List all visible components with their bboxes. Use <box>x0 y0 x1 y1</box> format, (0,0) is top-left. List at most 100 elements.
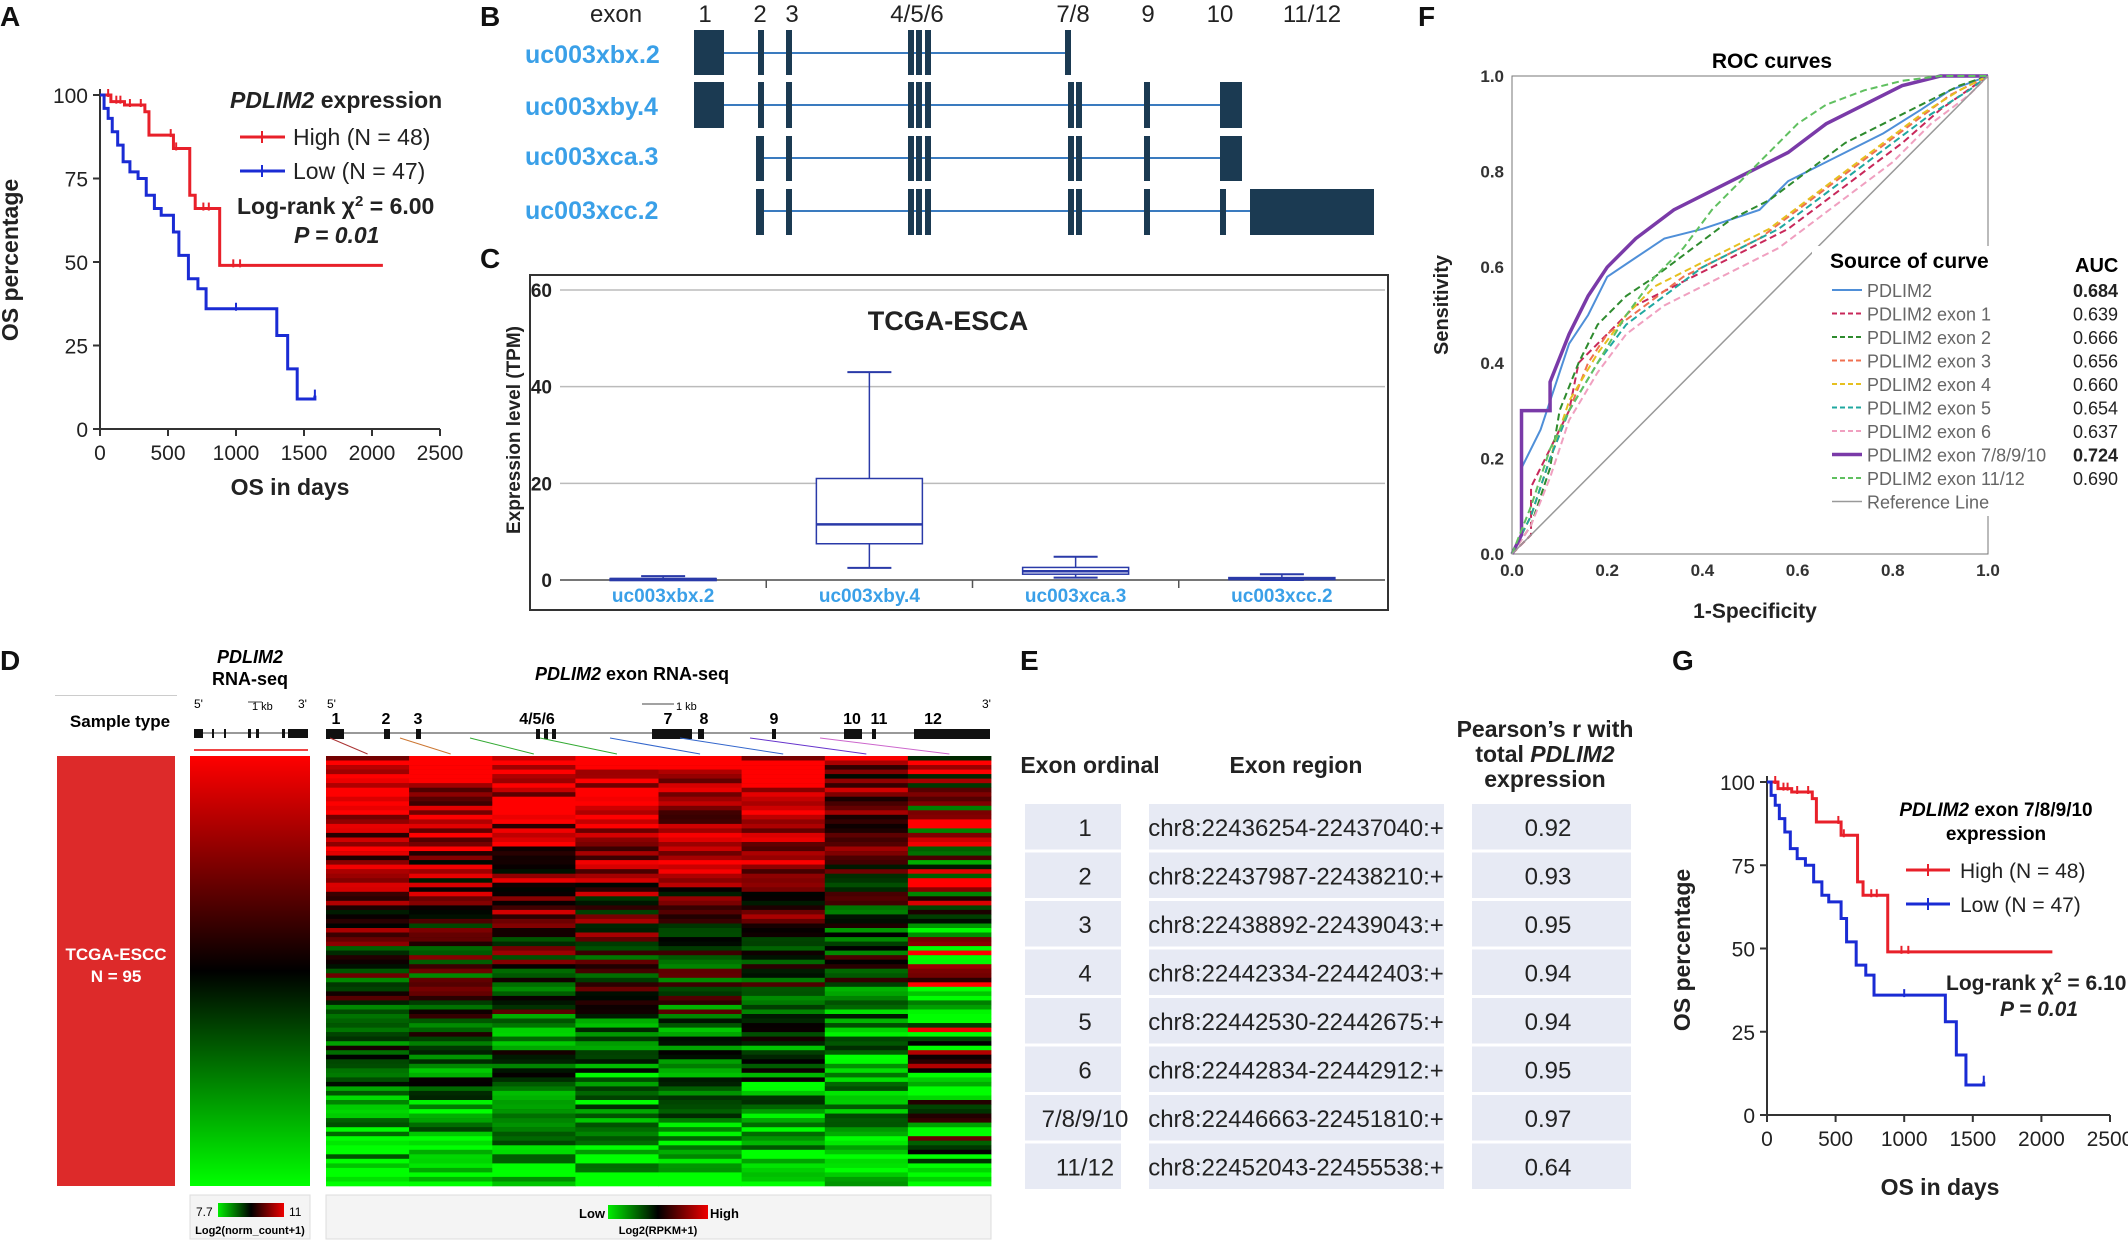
heatmap-cell <box>824 1095 909 1101</box>
heatmap-cell <box>741 774 826 779</box>
category-label: uc003xcc.2 <box>1231 586 1332 607</box>
heatmap-cell <box>326 1172 410 1178</box>
heatmap-cell <box>907 760 992 766</box>
heatmap-cell <box>575 1154 659 1160</box>
heatmap-cell <box>824 1018 909 1024</box>
panel-c-ylabel: Expression level (TPM) <box>504 326 525 534</box>
heatmap-cell <box>658 973 742 979</box>
y-tick-label: 0 <box>1743 1105 1755 1128</box>
heatmap-cell <box>575 918 659 924</box>
heatmap-cell <box>492 1176 576 1182</box>
heatmap-cell <box>492 842 576 847</box>
heatmap-cell <box>326 1059 410 1065</box>
heatmap-cell <box>326 878 410 883</box>
heatmap-cell <box>492 765 576 770</box>
heatmap-cell <box>907 977 992 983</box>
heatmap-cell <box>658 914 742 920</box>
heatmap-cell <box>409 823 493 829</box>
heatmap-cell <box>326 1145 410 1151</box>
heatmap-cell <box>658 783 742 788</box>
heatmap-cell <box>326 900 410 906</box>
heatmap-cell <box>741 1036 826 1042</box>
heatmap-cell <box>658 1045 742 1051</box>
panel-c-title: TCGA-ESCA <box>868 306 1029 336</box>
heatmap-cell <box>658 1023 742 1028</box>
heatmap-cell <box>824 878 909 883</box>
heatmap-cell <box>658 823 742 829</box>
heatmap-cell <box>907 914 992 920</box>
heatmap-cell <box>409 995 493 1001</box>
heatmap-cell <box>575 896 659 902</box>
heatmap-cell <box>326 887 410 893</box>
heatmap-cell <box>907 882 992 888</box>
heatmap-cell <box>741 842 826 847</box>
heatmap-cell <box>907 832 992 838</box>
svg-text:5': 5' <box>327 697 336 711</box>
heatmap-cell <box>326 1095 410 1101</box>
heatmap-cell <box>326 1140 410 1146</box>
heatmap-cell <box>326 964 410 969</box>
heatmap-cell <box>492 760 576 766</box>
heatmap-cell <box>575 846 659 852</box>
table-cell: chr8:22452043-22455538:+ <box>1148 1155 1444 1182</box>
d-legend1-min: 7.7 <box>196 1205 213 1219</box>
heatmap-cell <box>824 1059 909 1065</box>
heatmap-cell <box>907 1140 992 1146</box>
heatmap-cell <box>658 1000 742 1006</box>
heatmap-cell <box>907 1176 992 1182</box>
heatmap-cell <box>575 832 659 838</box>
heatmap-cell <box>907 1113 992 1119</box>
heatmap-cell <box>658 1167 742 1173</box>
d-sample-name: TCGA-ESCC <box>65 945 166 964</box>
y-tick-label: 0 <box>541 571 552 592</box>
heatmap-cell <box>907 842 992 847</box>
d-rnaseq-title: RNA-seq <box>212 669 288 689</box>
heatmap-cell <box>907 1086 992 1092</box>
heatmap-cell <box>658 955 742 960</box>
x-tick-label: 1500 <box>281 442 328 465</box>
panel-label-c: C <box>480 243 500 274</box>
x-tick-label: 2500 <box>2087 1128 2128 1151</box>
heatmap-cell <box>658 1086 742 1092</box>
heatmap-cell <box>824 1068 909 1074</box>
heatmap-cell <box>824 832 909 838</box>
heatmap-cell <box>824 1136 909 1141</box>
heatmap-cell <box>575 986 659 992</box>
x-tick-label: 500 <box>150 442 185 465</box>
heatmap-cell <box>658 1027 742 1033</box>
heatmap-cell <box>741 760 826 766</box>
heatmap-cell <box>326 756 410 761</box>
heatmap-cell <box>824 1131 909 1137</box>
heatmap-cell <box>658 765 742 770</box>
panel-c: C Expression level (TPM) TCGA-ESCA 0 20 40… <box>480 243 1389 611</box>
heatmap-cell <box>741 1027 826 1033</box>
heatmap-cell <box>907 1072 992 1078</box>
heatmap-cell <box>409 914 493 920</box>
heatmap-cell <box>492 864 576 870</box>
heatmap-cell <box>741 1118 826 1123</box>
heatmap-cell <box>658 1176 742 1182</box>
heatmap-cell <box>907 1004 992 1010</box>
heatmap-cell <box>575 1068 659 1074</box>
heatmap-cell <box>575 1158 659 1164</box>
heatmap-cell <box>409 851 493 856</box>
panel-g-legend-title: PDLIM2 exon 7/8/9/10 <box>1899 800 2092 821</box>
heatmap-cell <box>658 1127 742 1132</box>
x-tick-label: 1000 <box>1881 1128 1928 1151</box>
heatmap-cell <box>575 783 659 788</box>
y-tick-label: 0.8 <box>1480 163 1504 182</box>
heatmap-cell <box>326 814 410 820</box>
heatmap-cell <box>575 756 659 761</box>
heatmap-cell <box>409 860 493 865</box>
heatmap-cell <box>907 928 992 933</box>
roc-auc-value: 0.660 <box>2073 375 2118 395</box>
heatmap-cell <box>658 801 742 807</box>
heatmap-cell <box>409 810 493 816</box>
heatmap-cell <box>658 1118 742 1123</box>
heatmap-cell <box>658 756 742 761</box>
heatmap-cell <box>658 1145 742 1151</box>
table-row: 1 chr8:22436254-22437040:+ 0.92 <box>1025 804 1631 850</box>
heatmap-cell <box>575 1122 659 1128</box>
heatmap-cell <box>741 977 826 983</box>
heatmap-cell <box>658 982 742 988</box>
